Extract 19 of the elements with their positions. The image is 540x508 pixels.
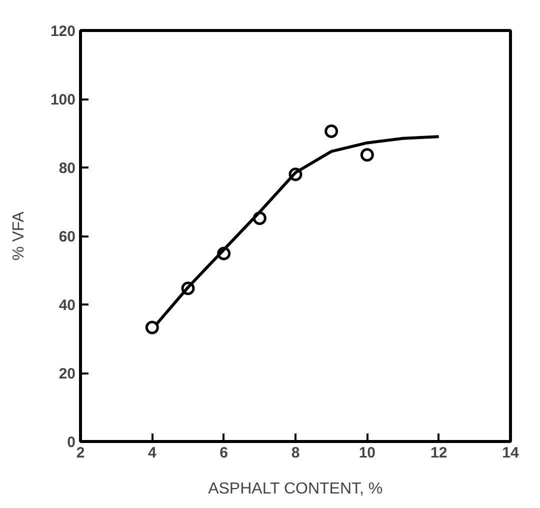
y-tick-label: 100 — [50, 92, 76, 108]
x-tick-label: 14 — [502, 444, 520, 462]
y-tick-label: 60 — [58, 228, 76, 246]
x-tick-label: 12 — [430, 444, 448, 462]
x-tick-label: 2 — [76, 444, 85, 462]
x-axis-title: ASPHALT CONTENT, % — [208, 480, 383, 498]
x-tick-label: 8 — [291, 444, 300, 462]
x-tick-label: 10 — [358, 444, 376, 462]
y-tick-label: 120 — [50, 23, 76, 40]
y-tick-label: 40 — [58, 297, 76, 314]
y-tick-label: 0 — [67, 434, 76, 451]
x-tick-label: 4 — [148, 444, 157, 462]
point — [360, 148, 374, 162]
y-tick-label: 80 — [58, 160, 76, 177]
y-axis-title: % VFA — [10, 211, 28, 260]
x-tick-label: 6 — [220, 444, 228, 462]
point — [145, 320, 159, 334]
y-tick-label: 20 — [58, 366, 76, 382]
point — [324, 124, 338, 138]
